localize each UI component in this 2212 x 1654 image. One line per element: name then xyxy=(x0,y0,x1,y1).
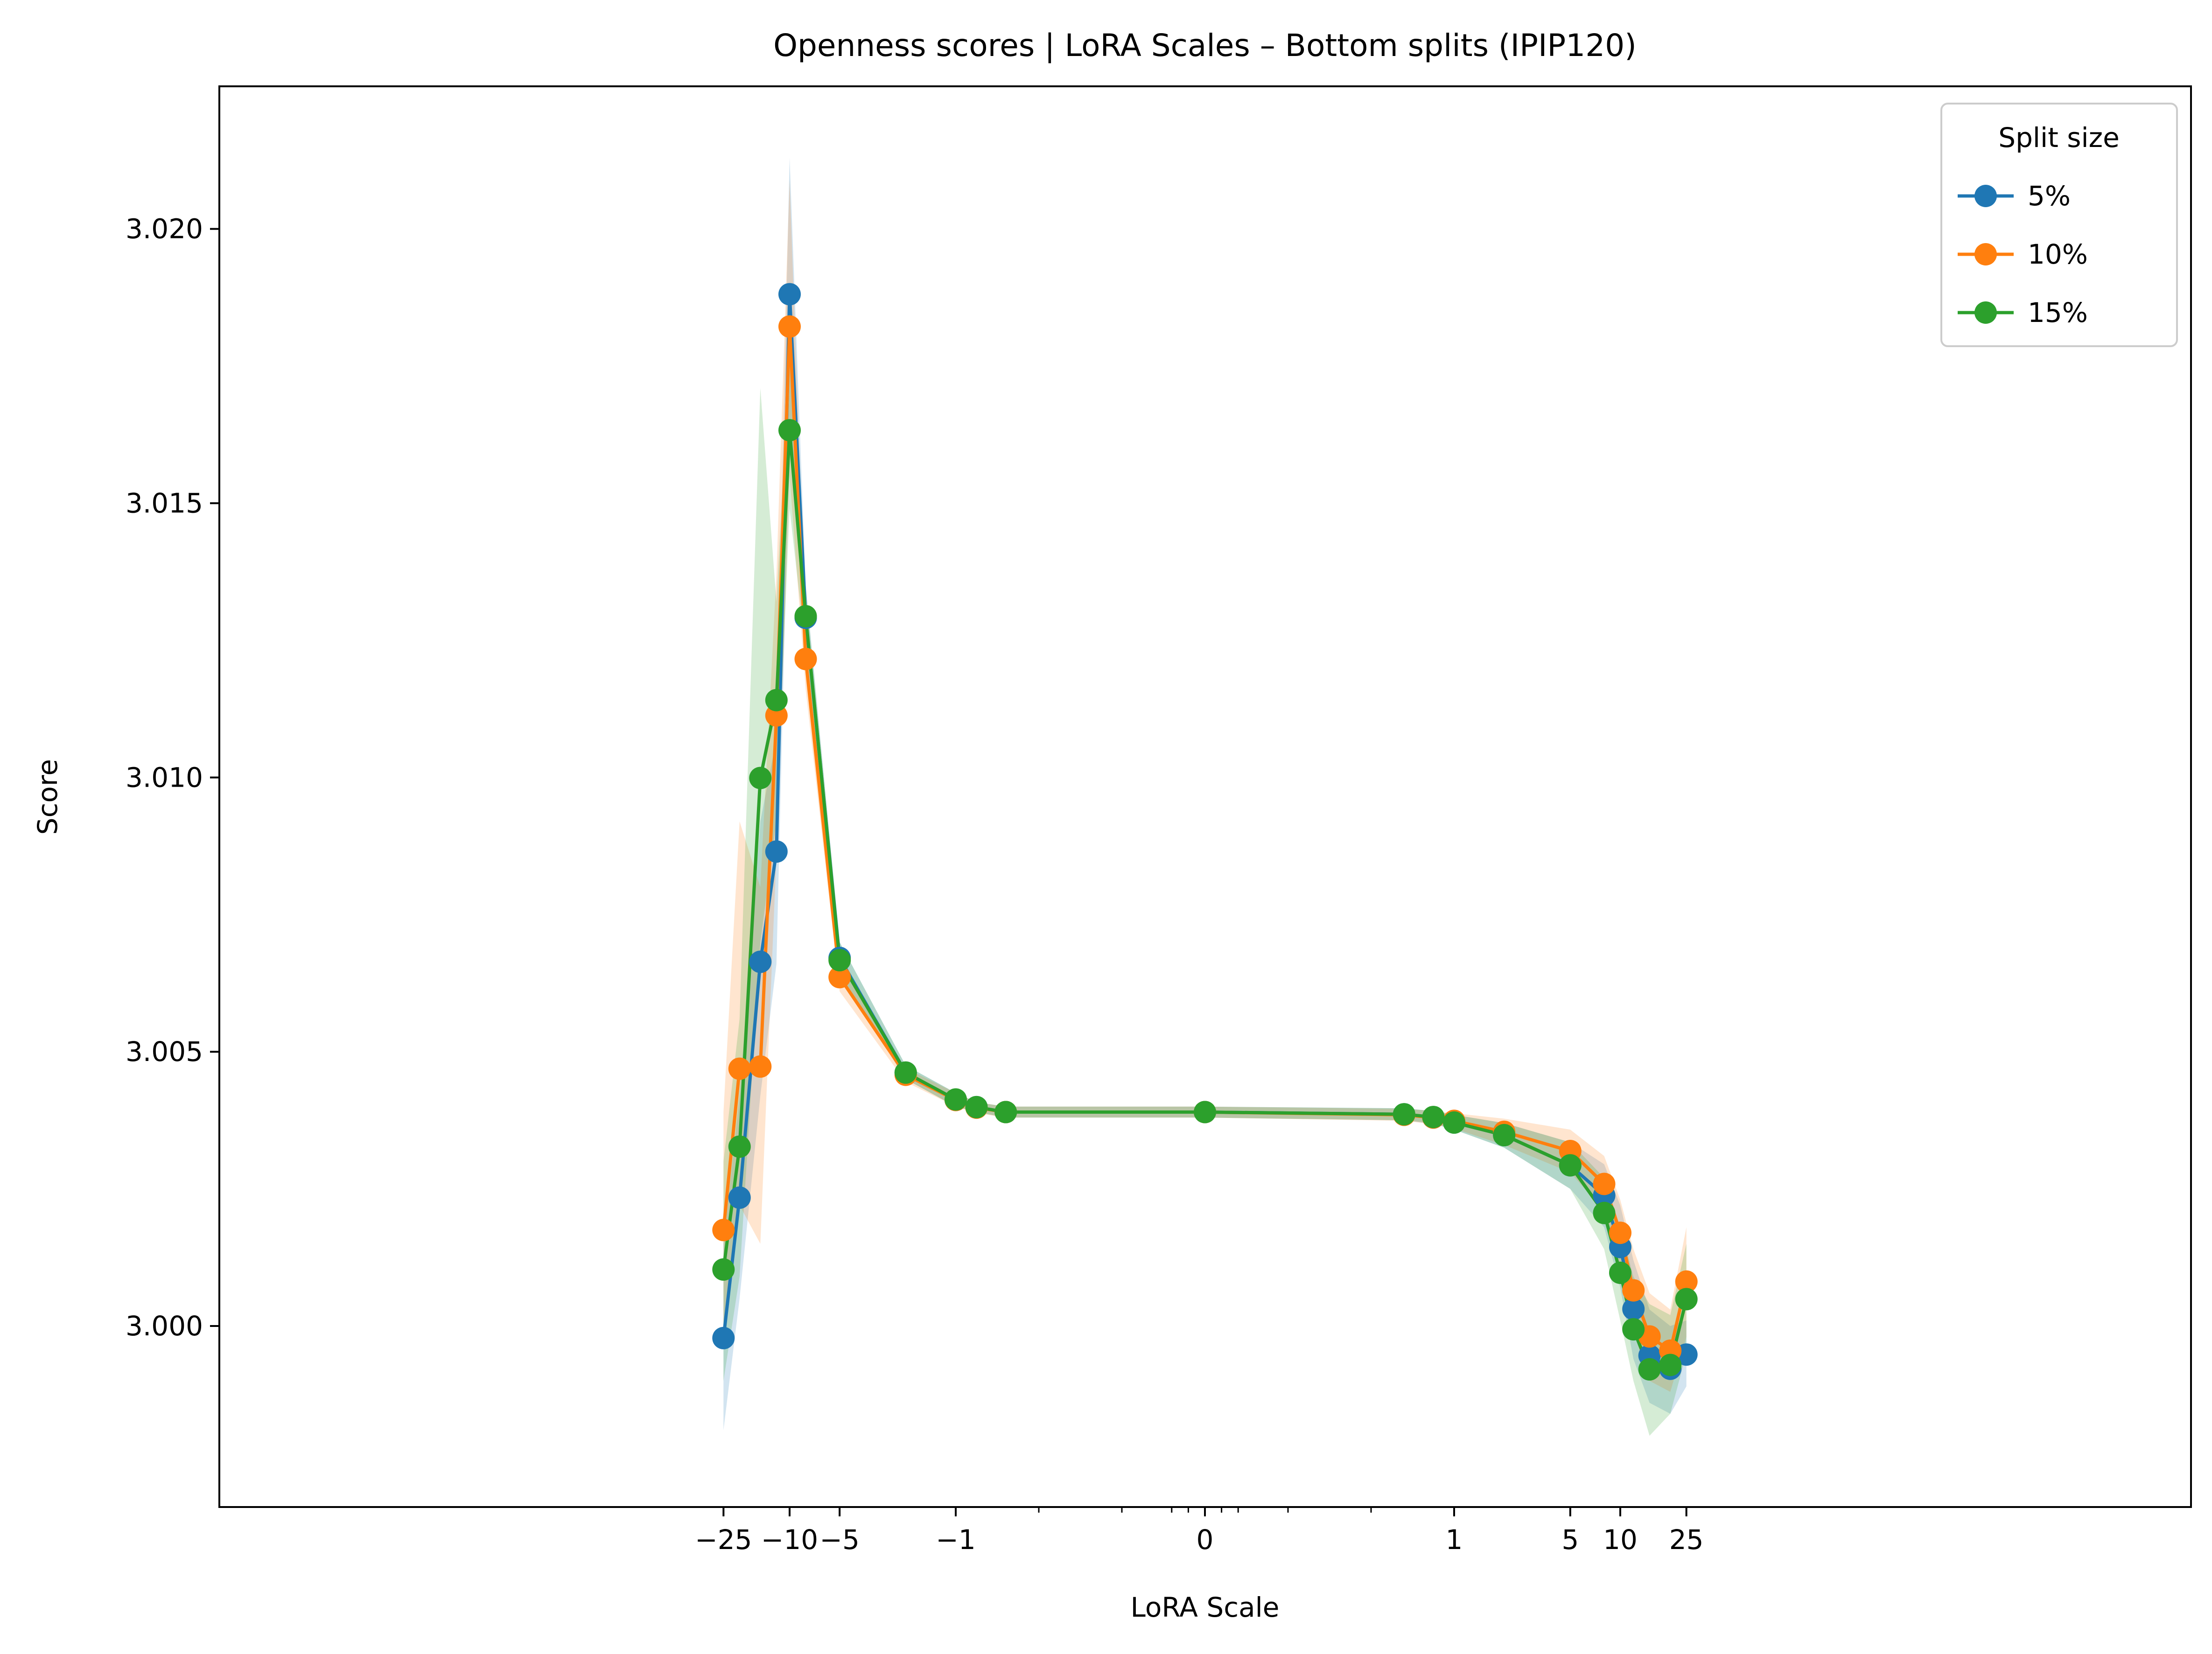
y-tick-label: 3.005 xyxy=(126,1036,203,1068)
x-tick-label: −1 xyxy=(936,1524,976,1556)
point-15pct xyxy=(1443,1111,1465,1134)
point-15pct xyxy=(1493,1124,1516,1146)
x-tick-label: −5 xyxy=(819,1524,860,1556)
point-10pct xyxy=(1622,1279,1645,1302)
point-15pct xyxy=(1622,1318,1645,1341)
x-axis-ticks: −25 −10 −5 −1 0 1 5 10 25 xyxy=(695,1507,1704,1556)
point-15pct xyxy=(765,689,788,712)
legend-frame xyxy=(1940,103,2178,347)
chart-title: Openness scores | LoRA Scales – Bottom s… xyxy=(773,28,1637,63)
y-axis-label: Score xyxy=(32,759,63,835)
point-10pct xyxy=(778,315,801,338)
point-10pct xyxy=(749,1055,772,1078)
x-tick-label: 1 xyxy=(1446,1524,1463,1556)
x-tick-label: −10 xyxy=(761,1524,818,1556)
point-15pct xyxy=(1422,1106,1445,1129)
point-15pct xyxy=(1638,1358,1661,1381)
series-markers xyxy=(712,283,1698,1381)
legend-marker-5pct xyxy=(1974,185,1997,207)
point-15pct xyxy=(778,419,801,442)
point-10pct xyxy=(794,648,817,670)
point-15pct xyxy=(994,1101,1017,1124)
point-10pct xyxy=(1593,1172,1616,1195)
y-tick-label: 3.000 xyxy=(126,1310,203,1342)
x-tick-label: 25 xyxy=(1669,1524,1704,1556)
point-10pct xyxy=(728,1057,751,1080)
x-tick-label: −25 xyxy=(695,1524,752,1556)
legend-marker-15pct xyxy=(1974,301,1997,324)
legend: Split size 5% 10% 15% xyxy=(1940,103,2178,347)
point-5pct xyxy=(712,1326,735,1349)
x-tick-label: 0 xyxy=(1197,1524,1214,1556)
point-15pct xyxy=(945,1088,967,1111)
point-15pct xyxy=(1559,1154,1582,1177)
point-15pct xyxy=(1593,1201,1616,1224)
point-15pct xyxy=(894,1061,917,1084)
point-5pct xyxy=(765,840,788,863)
point-15pct xyxy=(1393,1103,1415,1126)
x-tick-label: 10 xyxy=(1603,1524,1638,1556)
point-15pct xyxy=(1194,1101,1216,1124)
point-10pct xyxy=(828,966,851,989)
point-10pct xyxy=(1609,1221,1631,1244)
point-15pct xyxy=(965,1096,988,1118)
point-5pct xyxy=(778,283,801,306)
legend-label-15pct: 15% xyxy=(2028,297,2088,328)
point-15pct xyxy=(749,767,772,789)
point-5pct xyxy=(1622,1298,1645,1320)
point-5pct xyxy=(728,1186,751,1209)
legend-label-5pct: 5% xyxy=(2028,180,2071,212)
point-15pct xyxy=(1659,1354,1682,1376)
point-15pct xyxy=(828,949,851,971)
y-tick-label: 3.010 xyxy=(126,761,203,793)
point-15pct xyxy=(728,1135,751,1158)
x-tick-label: 5 xyxy=(1561,1524,1579,1556)
legend-entries: 5% 10% 15% xyxy=(1958,180,2088,328)
y-tick-label: 3.015 xyxy=(126,488,203,519)
y-axis-ticks: 3.000 3.005 3.010 3.015 3.020 xyxy=(126,213,219,1342)
legend-label-10pct: 10% xyxy=(2028,238,2088,270)
point-10pct xyxy=(765,704,788,727)
point-10pct xyxy=(712,1219,735,1242)
x-axis-label: LoRA Scale xyxy=(1131,1591,1280,1623)
point-15pct xyxy=(1675,1288,1698,1311)
y-tick-label: 3.020 xyxy=(126,213,203,245)
point-15pct xyxy=(712,1258,735,1281)
legend-title: Split size xyxy=(1998,122,2120,154)
point-5pct xyxy=(749,950,772,973)
point-10pct xyxy=(1675,1270,1698,1293)
point-15pct xyxy=(1609,1262,1631,1284)
legend-marker-10pct xyxy=(1974,243,1997,265)
point-15pct xyxy=(794,605,817,628)
